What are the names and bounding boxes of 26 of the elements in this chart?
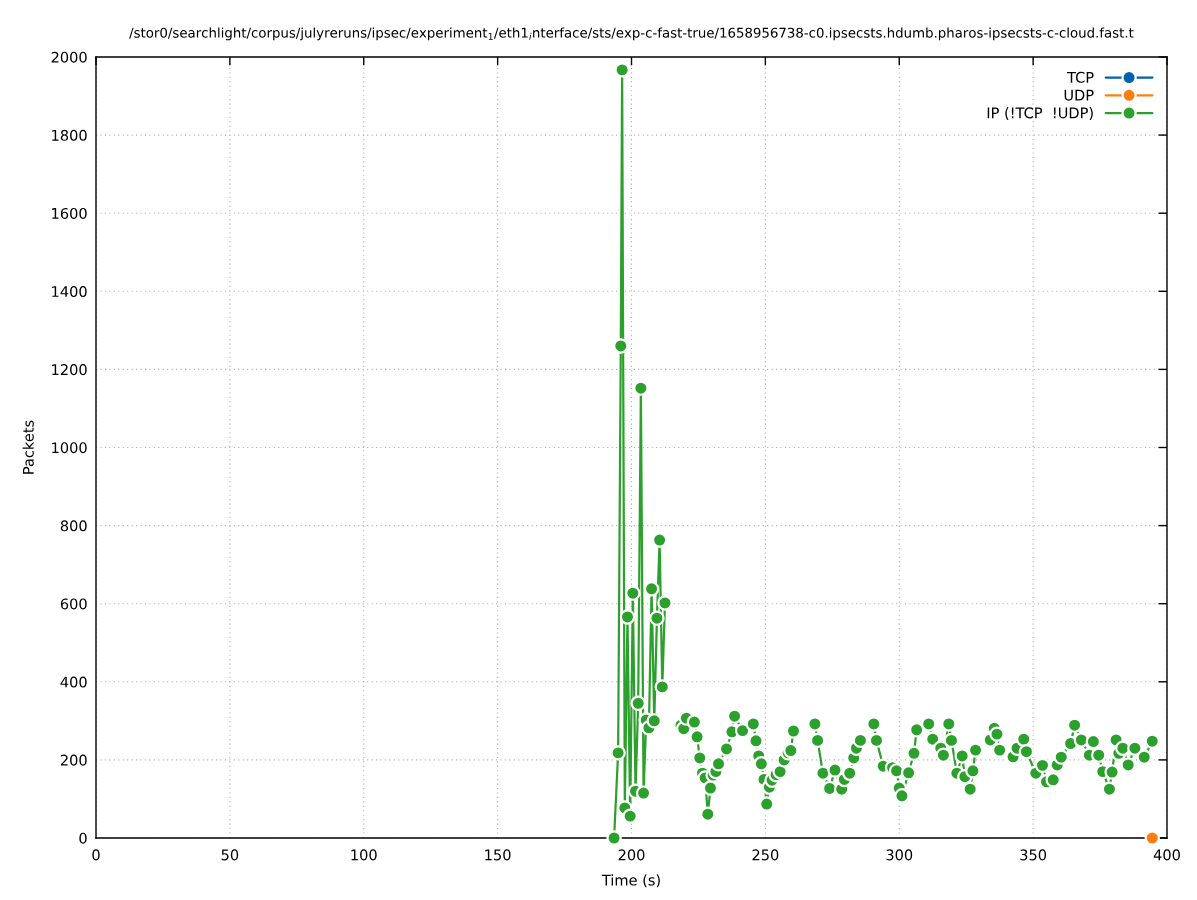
x-tick-label: 0 <box>92 849 100 861</box>
y-tick-label: 1000 <box>52 442 87 454</box>
y-tick-label: 800 <box>60 520 87 532</box>
x-tick-label: 400 <box>1153 849 1180 861</box>
chart-title: /stor0/searchlight/corpus/julyreruns/ipsec/experiment$_{1}$/eth1$_{i}$nterface/sts/exp-c-fast-true/1658956738-c0.ipsecsts.hdumb.pharos-ipsecsts-c-cloud.fast.t <box>129 27 1134 41</box>
y-tick-label: 1800 <box>52 129 87 141</box>
x-tick-label: 50 <box>221 849 239 861</box>
y-tick-label: 0 <box>79 832 87 844</box>
x-tick-label: 200 <box>618 849 645 861</box>
x-tick-label: 250 <box>752 849 779 861</box>
y-tick-label: 1600 <box>52 207 87 219</box>
y-tick-label: 1400 <box>52 286 87 298</box>
y-axis-title: Packets <box>22 420 34 474</box>
legend-label: IP (!TCP !UDP) <box>987 107 1093 121</box>
y-tick-label: 2000 <box>51 51 87 63</box>
y-tick-label: 1200 <box>52 364 87 376</box>
x-tick-label: 300 <box>886 849 913 861</box>
x-tick-label: 100 <box>351 849 377 861</box>
x-axis-title: Time (s) <box>601 874 660 888</box>
legend-label: TCP <box>1067 71 1094 83</box>
x-tick-label: 150 <box>485 849 511 861</box>
x-tick-label: 350 <box>1020 849 1047 861</box>
y-tick-label: 600 <box>60 598 87 610</box>
y-tick-label: 400 <box>60 676 87 688</box>
legend-label: UDP <box>1064 89 1094 101</box>
y-tick-label: 200 <box>60 754 87 766</box>
